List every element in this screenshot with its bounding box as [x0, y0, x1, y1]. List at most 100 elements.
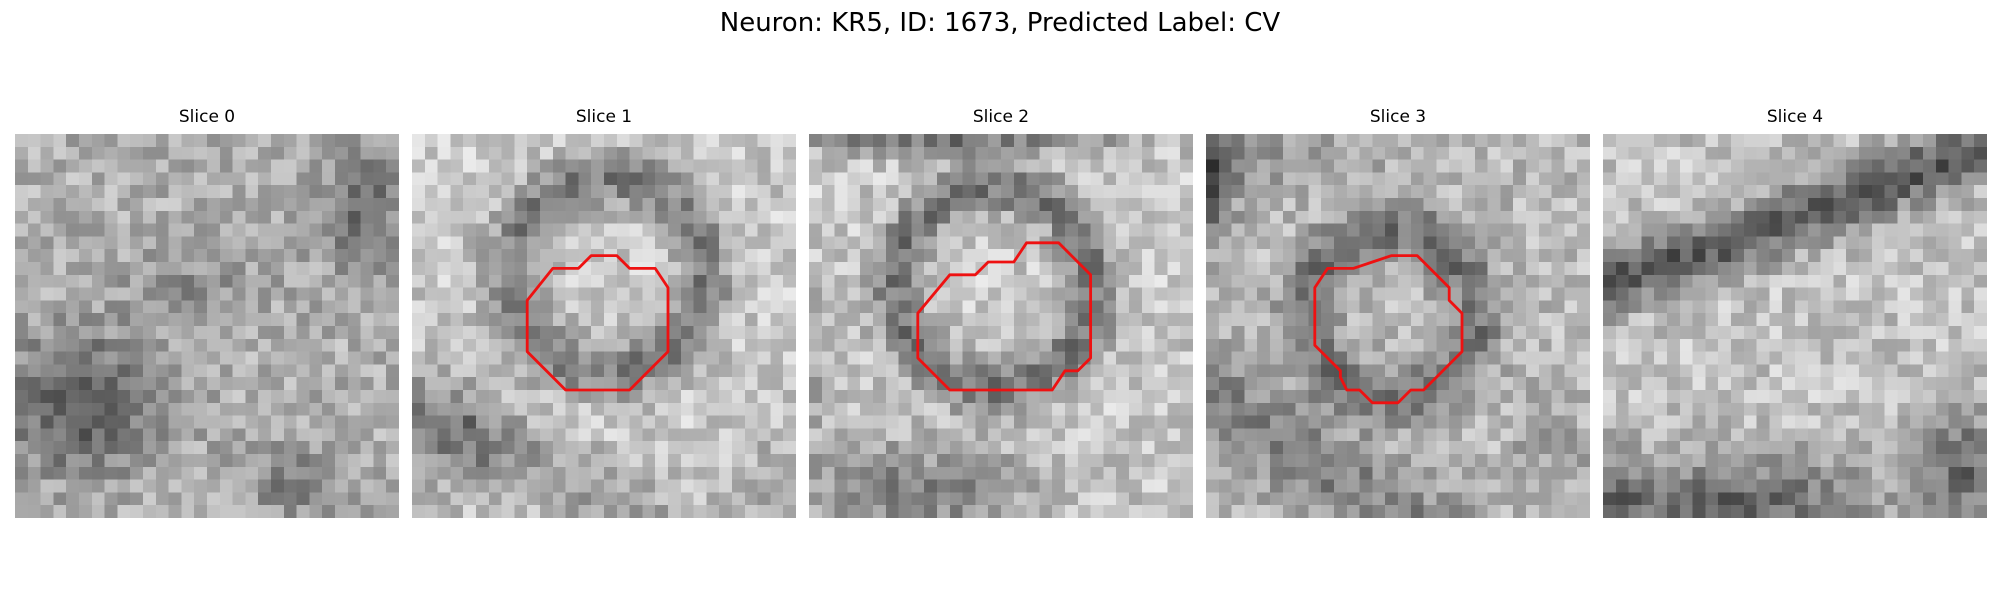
- pixel-cell: [1475, 224, 1488, 237]
- pixel-cell: [988, 185, 1001, 198]
- pixel-cell: [1833, 339, 1846, 352]
- pixel-cell: [668, 275, 681, 288]
- pixel-cell: [1180, 224, 1193, 237]
- pixel-cell: [476, 480, 489, 493]
- pixel-cell: [1180, 147, 1193, 160]
- pixel-cell: [886, 300, 899, 313]
- pixel-cell: [540, 377, 553, 390]
- pixel-cell: [886, 262, 899, 275]
- pixel-cell: [950, 339, 963, 352]
- pixel-cell: [181, 262, 194, 275]
- pixel-cell: [630, 403, 643, 416]
- pixel-cell: [105, 390, 118, 403]
- pixel-cell: [578, 236, 591, 249]
- pixel-cell: [1731, 377, 1744, 390]
- pixel-cell: [617, 275, 630, 288]
- pixel-cell: [1616, 224, 1629, 237]
- pixel-cell: [899, 160, 912, 173]
- pixel-cell: [630, 441, 643, 454]
- pixel-cell: [668, 172, 681, 185]
- pixel-cell: [1705, 390, 1718, 403]
- pixel-cell: [297, 480, 310, 493]
- pixel-cell: [681, 249, 694, 262]
- pixel-cell: [1667, 390, 1680, 403]
- pixel-cell: [425, 185, 438, 198]
- pixel-cell: [1462, 300, 1475, 313]
- pixel-cell: [1334, 160, 1347, 173]
- pixel-cell: [911, 390, 924, 403]
- pixel-cell: [1654, 300, 1667, 313]
- pixel-cell: [1462, 160, 1475, 173]
- pixel-cell: [694, 249, 707, 262]
- pixel-cell: [1654, 416, 1667, 429]
- pixel-cell: [1500, 326, 1513, 339]
- pixel-cell: [1718, 377, 1731, 390]
- pixel-cell: [527, 262, 540, 275]
- pixel-cell: [1526, 403, 1539, 416]
- pixel-cell: [1462, 377, 1475, 390]
- pixel-cell: [860, 326, 873, 339]
- pixel-cell: [1372, 172, 1385, 185]
- pixel-cell: [1488, 198, 1501, 211]
- pixel-cell: [770, 480, 783, 493]
- pixel-cell: [28, 300, 41, 313]
- pixel-cell: [207, 377, 220, 390]
- pixel-cell: [309, 428, 322, 441]
- pixel-cell: [1897, 492, 1910, 505]
- pixel-cell: [220, 236, 233, 249]
- pixel-cell: [1436, 454, 1449, 467]
- pixel-cell: [1270, 172, 1283, 185]
- pixel-cell: [566, 339, 579, 352]
- pixel-cell: [1513, 236, 1526, 249]
- pixel-cell: [105, 185, 118, 198]
- pixel-cell: [450, 416, 463, 429]
- pixel-cell: [1961, 441, 1974, 454]
- pixel-cell: [348, 198, 361, 211]
- pixel-cell: [911, 185, 924, 198]
- pixel-cell: [758, 364, 771, 377]
- pixel-cell: [1859, 134, 1872, 147]
- pixel-cell: [1577, 364, 1590, 377]
- pixel-cell: [476, 300, 489, 313]
- pixel-cell: [1564, 236, 1577, 249]
- pixel-cell: [783, 352, 796, 365]
- pixel-cell: [1091, 288, 1104, 301]
- pixel-cell: [1769, 352, 1782, 365]
- pixel-cell: [1846, 249, 1859, 262]
- pixel-cell: [284, 211, 297, 224]
- pixel-cell: [450, 390, 463, 403]
- pixel-cell: [783, 198, 796, 211]
- pixel-cell: [450, 480, 463, 493]
- pixel-cell: [1142, 249, 1155, 262]
- pixel-cell: [502, 390, 515, 403]
- pixel-cell: [412, 249, 425, 262]
- pixel-cell: [1001, 364, 1014, 377]
- pixel-cell: [105, 505, 118, 518]
- pixel-cell: [1552, 262, 1565, 275]
- pixel-cell: [1885, 288, 1898, 301]
- pixel-cell: [476, 352, 489, 365]
- pixel-cell: [617, 352, 630, 365]
- pixel-cell: [220, 249, 233, 262]
- pixel-cell: [373, 467, 386, 480]
- pixel-cell: [681, 352, 694, 365]
- pixel-cell: [578, 326, 591, 339]
- pixel-cell: [1027, 224, 1040, 237]
- pixel-cell: [1334, 352, 1347, 365]
- pixel-cell: [1872, 249, 1885, 262]
- pixel-cell: [1526, 172, 1539, 185]
- pixel-cell: [1296, 403, 1309, 416]
- pixel-cell: [220, 339, 233, 352]
- pixel-cell: [489, 198, 502, 211]
- pixel-cell: [1488, 480, 1501, 493]
- pixel-cell: [1142, 147, 1155, 160]
- pixel-cell: [668, 505, 681, 518]
- pixel-cell: [1347, 160, 1360, 173]
- pixel-cell: [1091, 416, 1104, 429]
- pixel-cell: [860, 505, 873, 518]
- pixel-cell: [1859, 211, 1872, 224]
- pixel-cell: [1488, 390, 1501, 403]
- pixel-cell: [719, 211, 732, 224]
- pixel-cell: [783, 236, 796, 249]
- pixel-cell: [1821, 262, 1834, 275]
